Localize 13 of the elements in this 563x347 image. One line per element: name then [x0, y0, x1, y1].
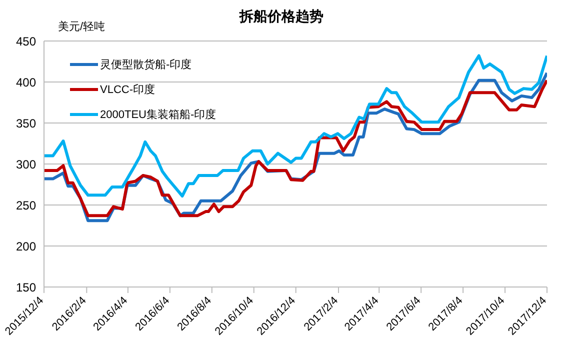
y-tick-label: 150: [16, 280, 36, 294]
y-tick-label: 300: [16, 157, 36, 172]
y-tick-label: 350: [16, 116, 36, 130]
y-tick-label: 200: [16, 239, 36, 254]
legend-label: 灵便型散货船-印度: [100, 58, 192, 72]
line-series: [44, 54, 547, 198]
chart-title: 拆船价格趋势: [240, 8, 324, 24]
legend-label: 2000TEU集装箱船-印度: [100, 108, 216, 122]
y-tick-label: 400: [16, 75, 36, 90]
legend-label: VLCC-印度: [100, 82, 156, 97]
y-tick-label: 250: [16, 198, 36, 212]
y-axis-title: 美元/轻吨: [58, 20, 106, 34]
y-tick-label: 450: [16, 34, 36, 48]
